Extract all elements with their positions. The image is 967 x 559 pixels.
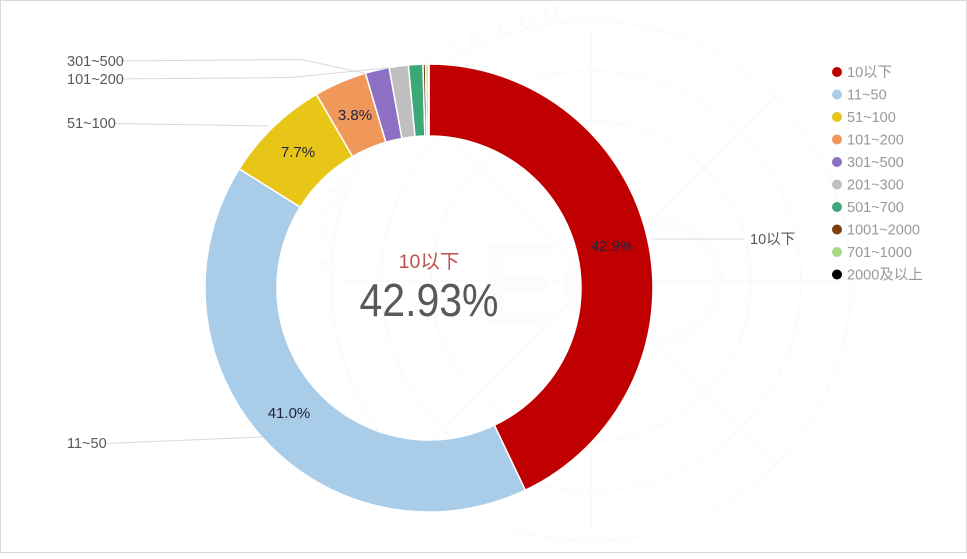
svg-text:7.7%: 7.7%: [281, 144, 315, 161]
svg-text:101~200: 101~200: [67, 72, 124, 88]
svg-text:51~100: 51~100: [67, 116, 116, 132]
svg-text:3.8%: 3.8%: [338, 107, 372, 124]
svg-text:11~50: 11~50: [847, 88, 887, 104]
svg-text:41.0%: 41.0%: [268, 405, 311, 422]
svg-text:301~500: 301~500: [847, 155, 904, 171]
svg-text:11~50: 11~50: [67, 436, 107, 452]
svg-text:301~500: 301~500: [67, 54, 124, 70]
svg-text:51~100: 51~100: [847, 110, 896, 126]
svg-text:501~700: 501~700: [847, 200, 904, 216]
svg-text:10以下: 10以下: [399, 251, 460, 273]
svg-text:1001~2000: 1001~2000: [847, 223, 920, 239]
svg-text:42.93%: 42.93%: [360, 274, 499, 326]
svg-text:2000及以上: 2000及以上: [847, 267, 923, 284]
svg-text:101~200: 101~200: [847, 133, 904, 149]
svg-text:10以下: 10以下: [750, 232, 795, 248]
svg-text:42.9%: 42.9%: [591, 238, 634, 255]
svg-text:201~300: 201~300: [847, 178, 904, 194]
svg-text:701~1000: 701~1000: [847, 245, 912, 261]
svg-text:10以下: 10以下: [847, 65, 892, 81]
